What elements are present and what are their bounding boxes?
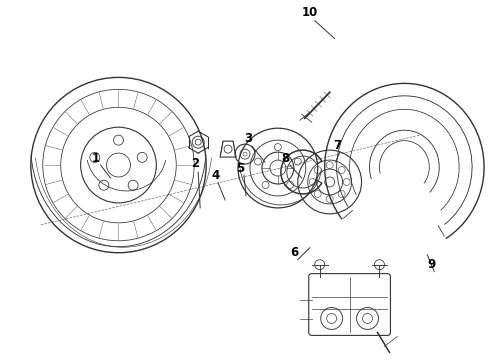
- Text: 2: 2: [191, 157, 199, 170]
- Text: 3: 3: [244, 132, 252, 145]
- Text: 1: 1: [92, 152, 99, 165]
- Text: 6: 6: [291, 246, 299, 259]
- Text: 7: 7: [334, 139, 342, 152]
- Text: 9: 9: [427, 258, 436, 271]
- Text: 8: 8: [282, 152, 290, 165]
- Text: 4: 4: [211, 168, 219, 181]
- Text: 5: 5: [236, 162, 244, 175]
- Text: 10: 10: [302, 6, 318, 19]
